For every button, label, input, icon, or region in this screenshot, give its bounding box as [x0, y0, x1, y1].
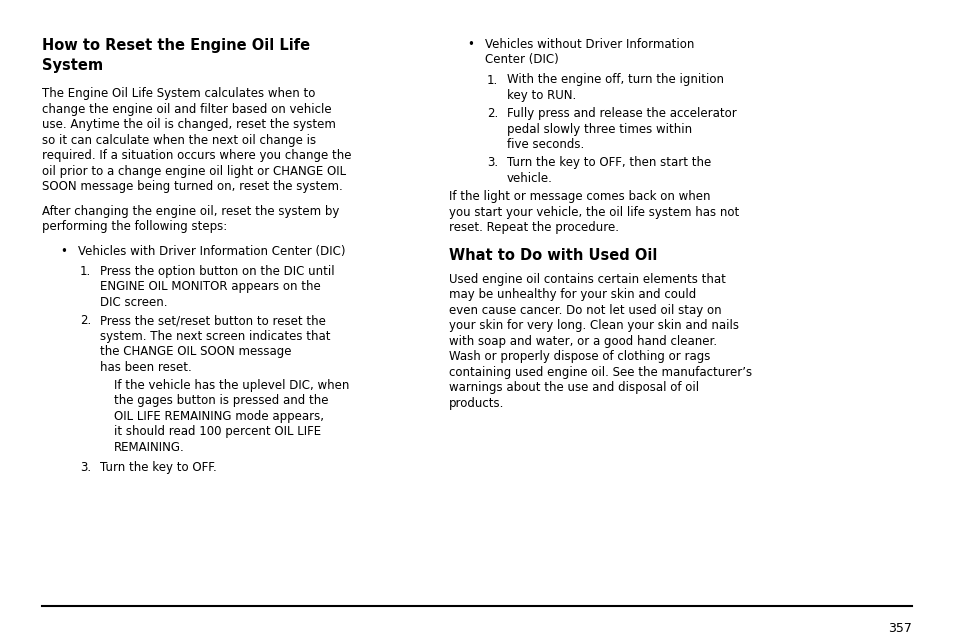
Text: ENGINE OIL MONITOR appears on the: ENGINE OIL MONITOR appears on the [100, 280, 320, 293]
Text: Wash or properly dispose of clothing or rags: Wash or properly dispose of clothing or … [449, 350, 710, 363]
Text: warnings about the use and disposal of oil: warnings about the use and disposal of o… [449, 382, 699, 394]
Text: required. If a situation occurs where you change the: required. If a situation occurs where yo… [42, 149, 351, 162]
Text: use. Anytime the oil is changed, reset the system: use. Anytime the oil is changed, reset t… [42, 118, 335, 131]
Text: Press the option button on the DIC until: Press the option button on the DIC until [100, 265, 335, 278]
Text: Fully press and release the accelerator: Fully press and release the accelerator [506, 107, 736, 120]
Text: 1.: 1. [80, 265, 91, 278]
Text: SOON message being turned on, reset the system.: SOON message being turned on, reset the … [42, 180, 342, 193]
Text: pedal slowly three times within: pedal slowly three times within [506, 123, 691, 135]
Text: •: • [60, 245, 67, 258]
Text: 2.: 2. [486, 107, 497, 120]
Text: five seconds.: five seconds. [506, 138, 583, 151]
Text: performing the following steps:: performing the following steps: [42, 220, 227, 233]
Text: products.: products. [449, 397, 504, 410]
Text: REMAINING.: REMAINING. [113, 441, 185, 453]
Text: Press the set/reset button to reset the: Press the set/reset button to reset the [100, 314, 326, 327]
Text: 1.: 1. [486, 74, 497, 86]
Text: it should read 100 percent OIL LIFE: it should read 100 percent OIL LIFE [113, 425, 321, 438]
Text: vehicle.: vehicle. [506, 172, 553, 185]
Text: you start your vehicle, the oil life system has not: you start your vehicle, the oil life sys… [449, 205, 739, 219]
Text: has been reset.: has been reset. [100, 361, 192, 373]
Text: After changing the engine oil, reset the system by: After changing the engine oil, reset the… [42, 205, 339, 218]
Text: Turn the key to OFF, then start the: Turn the key to OFF, then start the [506, 156, 711, 169]
Text: the CHANGE OIL SOON message: the CHANGE OIL SOON message [100, 345, 292, 358]
Text: 357: 357 [887, 622, 911, 635]
Text: oil prior to a change engine oil light or CHANGE OIL: oil prior to a change engine oil light o… [42, 165, 346, 178]
Text: change the engine oil and filter based on vehicle: change the engine oil and filter based o… [42, 103, 332, 116]
Text: even cause cancer. Do not let used oil stay on: even cause cancer. Do not let used oil s… [449, 304, 720, 317]
Text: key to RUN.: key to RUN. [506, 89, 576, 102]
Text: What to Do with Used Oil: What to Do with Used Oil [449, 248, 657, 263]
Text: Vehicles without Driver Information: Vehicles without Driver Information [484, 38, 694, 51]
Text: containing used engine oil. See the manufacturer’s: containing used engine oil. See the manu… [449, 366, 751, 379]
Text: 3.: 3. [80, 460, 91, 474]
Text: •: • [467, 38, 474, 51]
Text: Vehicles with Driver Information Center (DIC): Vehicles with Driver Information Center … [78, 245, 345, 258]
Text: reset. Repeat the procedure.: reset. Repeat the procedure. [449, 221, 618, 234]
Text: may be unhealthy for your skin and could: may be unhealthy for your skin and could [449, 289, 696, 301]
Text: system. The next screen indicates that: system. The next screen indicates that [100, 329, 330, 343]
Text: DIC screen.: DIC screen. [100, 296, 168, 309]
Text: With the engine off, turn the ignition: With the engine off, turn the ignition [506, 74, 723, 86]
Text: 2.: 2. [80, 314, 91, 327]
Text: How to Reset the Engine Oil Life: How to Reset the Engine Oil Life [42, 38, 310, 53]
Text: the gages button is pressed and the: the gages button is pressed and the [113, 394, 328, 407]
Text: If the light or message comes back on when: If the light or message comes back on wh… [449, 190, 710, 203]
Text: If the vehicle has the uplevel DIC, when: If the vehicle has the uplevel DIC, when [113, 378, 349, 392]
Text: so it can calculate when the next oil change is: so it can calculate when the next oil ch… [42, 134, 315, 147]
Text: System: System [42, 58, 103, 73]
Text: with soap and water, or a good hand cleaner.: with soap and water, or a good hand clea… [449, 335, 717, 348]
Text: your skin for very long. Clean your skin and nails: your skin for very long. Clean your skin… [449, 319, 739, 333]
Text: Turn the key to OFF.: Turn the key to OFF. [100, 460, 216, 474]
Text: Center (DIC): Center (DIC) [484, 53, 558, 67]
Text: OIL LIFE REMAINING mode appears,: OIL LIFE REMAINING mode appears, [113, 410, 324, 423]
Text: Used engine oil contains certain elements that: Used engine oil contains certain element… [449, 273, 725, 286]
Text: 3.: 3. [486, 156, 497, 169]
Text: The Engine Oil Life System calculates when to: The Engine Oil Life System calculates wh… [42, 87, 315, 100]
